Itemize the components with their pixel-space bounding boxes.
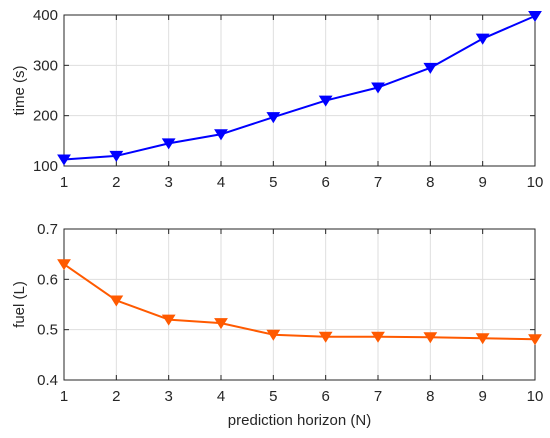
x-tick-label: 2: [112, 388, 120, 405]
data-point: [475, 33, 490, 45]
x-tick-label: 7: [374, 174, 382, 191]
data-point: [528, 11, 542, 23]
x-tick-label: 2: [112, 174, 120, 191]
x-tick-label: 1: [60, 388, 68, 405]
x-tick-label: 4: [217, 388, 225, 405]
x-tick-label: 7: [374, 388, 382, 405]
x-tick-label: 6: [321, 388, 329, 405]
y-axis-label: time (s): [11, 66, 28, 116]
data-point: [161, 314, 176, 326]
data-point: [266, 329, 281, 341]
y-tick-label: 0.5: [37, 322, 58, 339]
axes-frame: [63, 228, 536, 381]
y-tick-label: 0.4: [37, 372, 58, 389]
x-tick-label: 9: [478, 388, 486, 405]
data-point: [423, 62, 438, 74]
x-tick-label: 8: [426, 174, 434, 191]
y-axis-label: fuel (L): [11, 281, 28, 328]
x-tick-label: 5: [269, 174, 277, 191]
data-point: [161, 138, 176, 150]
y-tick-label: 400: [33, 7, 58, 24]
axes-background: [64, 229, 535, 380]
data-point: [371, 331, 385, 343]
series-line: [63, 15, 536, 161]
data-point: [318, 95, 333, 107]
data-point: [109, 295, 124, 307]
y-tick-label: 0.7: [37, 221, 58, 238]
data-point: [475, 333, 490, 345]
series-line: [63, 263, 536, 341]
data-point: [109, 150, 124, 162]
x-tick-label: 8: [426, 388, 434, 405]
data-point: [318, 331, 333, 343]
data-point: [214, 129, 228, 141]
data-point: [266, 112, 281, 124]
y-tick-label: 0.6: [37, 271, 58, 288]
axes-background: [64, 15, 535, 166]
axes-frame: [63, 14, 536, 167]
x-tick-label: 3: [164, 388, 172, 405]
data-point: [371, 82, 385, 94]
data-point: [528, 334, 542, 346]
x-tick-label: 6: [321, 174, 329, 191]
x-tick-label: 1: [60, 174, 68, 191]
x-tick-label: 5: [269, 388, 277, 405]
x-axis-label: prediction horizon (N): [228, 412, 371, 429]
x-tick-label: 10: [527, 174, 544, 191]
x-tick-label: 10: [527, 388, 544, 405]
data-point: [57, 259, 71, 271]
y-tick-label: 100: [33, 158, 58, 175]
data-point: [214, 318, 228, 330]
fuel-subplot: 1 2 3 4 5 6 7 8 9 10 0.4 0.5 0.6 0.7 fuel (L) predictio…: [11, 221, 543, 429]
data-point: [423, 332, 438, 344]
y-tick-label: 200: [33, 108, 58, 125]
x-tick-label: 9: [478, 174, 486, 191]
y-tick-label: 300: [33, 57, 58, 74]
x-tick-label: 3: [164, 174, 172, 191]
time-subplot: 1 2 3 4 5 6 7 8 9 10 100 200 300 400 time (s): [11, 7, 543, 191]
data-point: [57, 154, 71, 166]
x-tick-label: 4: [217, 174, 225, 191]
